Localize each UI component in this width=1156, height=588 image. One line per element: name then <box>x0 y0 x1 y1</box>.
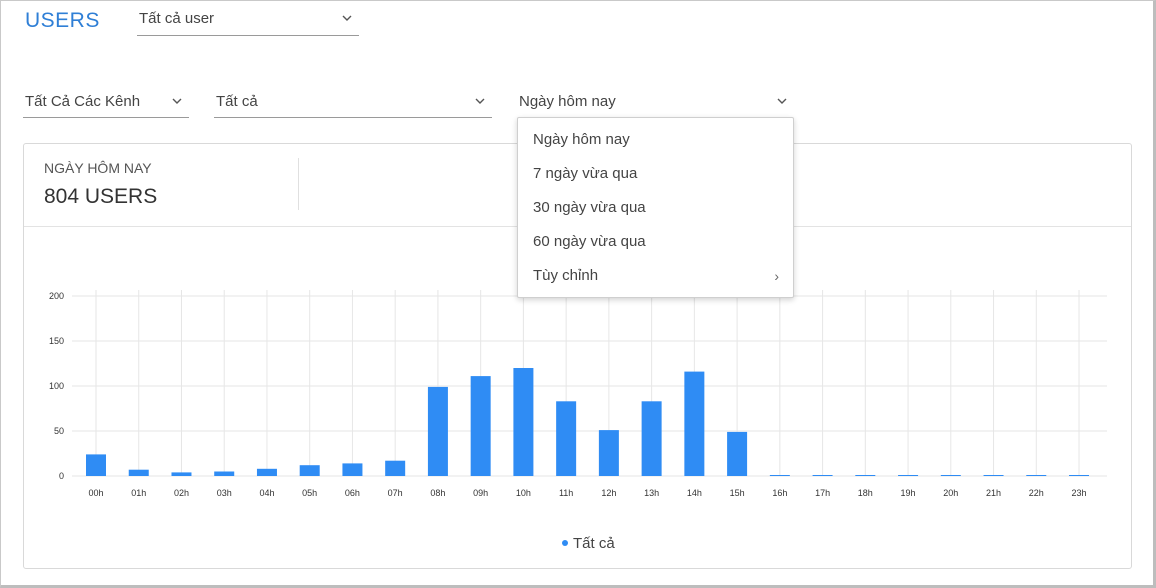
bar <box>256 468 277 476</box>
legend-label: Tất cả <box>573 535 615 552</box>
x-tick-label: 20h <box>943 488 958 498</box>
x-tick-label: 10h <box>516 488 531 498</box>
bar <box>86 454 106 476</box>
bar <box>128 469 149 476</box>
x-tick-label: 16h <box>772 488 787 498</box>
chevron-down-icon <box>341 12 353 24</box>
x-tick-label: 08h <box>430 488 445 498</box>
bar <box>684 371 705 476</box>
chevron-down-icon <box>776 95 788 107</box>
bar <box>513 368 534 476</box>
menu-item-custom[interactable]: Tùy chỉnh › <box>518 259 793 293</box>
bar <box>855 475 876 476</box>
x-tick-label: 00h <box>88 488 103 498</box>
y-tick-label: 150 <box>49 336 64 346</box>
bar <box>342 463 363 476</box>
x-tick-label: 09h <box>473 488 488 498</box>
segment-filter-select[interactable]: Tất cả <box>214 91 492 118</box>
user-filter-select[interactable]: Tất cả user <box>137 8 359 36</box>
x-tick-label: 21h <box>986 488 1001 498</box>
stat-users-count: 804 USERS <box>44 185 158 208</box>
bar <box>727 431 748 476</box>
x-tick-label: 15h <box>730 488 745 498</box>
menu-item-7-days[interactable]: 7 ngày vừa qua <box>518 157 793 191</box>
chart-legend[interactable]: Tất cả <box>562 535 615 552</box>
x-tick-label: 14h <box>687 488 702 498</box>
bar <box>940 475 961 476</box>
bar <box>385 460 406 476</box>
bar <box>983 475 1004 476</box>
x-tick-label: 12h <box>601 488 616 498</box>
x-tick-label: 19h <box>901 488 916 498</box>
menu-item-60-days[interactable]: 60 ngày vừa qua <box>518 225 793 259</box>
x-tick-label: 11h <box>559 488 573 498</box>
x-tick-label: 13h <box>644 488 659 498</box>
bar <box>769 475 790 476</box>
period-dropdown-menu: Ngày hôm nay 7 ngày vừa qua 30 ngày vừa … <box>517 117 794 298</box>
x-tick-label: 01h <box>131 488 146 498</box>
bar <box>556 401 577 476</box>
menu-item-label: 7 ngày vừa qua <box>533 165 638 182</box>
bar <box>812 475 833 476</box>
y-tick-label: 0 <box>59 471 64 481</box>
x-tick-label: 02h <box>174 488 189 498</box>
chevron-right-icon: › <box>774 268 779 284</box>
x-tick-label: 04h <box>259 488 274 498</box>
period-filter-select[interactable]: Ngày hôm nay <box>517 91 794 118</box>
menu-item-label: Tùy chỉnh <box>533 267 599 284</box>
bar <box>641 401 662 476</box>
bar <box>427 386 448 476</box>
bar <box>171 472 192 476</box>
x-tick-label: 18h <box>858 488 873 498</box>
chevron-down-icon <box>474 95 486 107</box>
bar <box>1069 475 1090 476</box>
segment-filter-label: Tất cả <box>216 93 258 110</box>
stat-divider <box>298 158 299 210</box>
channel-filter-label: Tất Cả Các Kênh <box>25 93 141 110</box>
bar <box>898 475 919 476</box>
channel-filter-select[interactable]: Tất Cả Các Kênh <box>23 91 189 118</box>
x-tick-label: 17h <box>815 488 830 498</box>
x-tick-label: 05h <box>302 488 317 498</box>
y-tick-label: 50 <box>54 426 64 436</box>
bar <box>598 430 619 476</box>
x-tick-label: 06h <box>345 488 360 498</box>
y-tick-label: 200 <box>49 291 64 301</box>
bar <box>299 465 320 476</box>
period-filter-label: Ngày hôm nay <box>519 93 616 110</box>
menu-item-30-days[interactable]: 30 ngày vừa qua <box>518 191 793 225</box>
x-tick-label: 03h <box>217 488 232 498</box>
x-tick-label: 23h <box>1072 488 1087 498</box>
bar <box>1026 475 1047 476</box>
menu-item-label: 30 ngày vừa qua <box>533 199 646 216</box>
legend-dot-icon <box>562 540 568 547</box>
chevron-down-icon <box>171 95 183 107</box>
menu-item-today[interactable]: Ngày hôm nay <box>518 123 793 157</box>
x-tick-label: 22h <box>1029 488 1044 498</box>
bar <box>214 471 235 476</box>
users-bar-chart: 0 50 100 150 200 00h 01h 02h 03h 04h 05h 06h 07h 08h 0… <box>49 290 1107 498</box>
page-title: USERS <box>25 9 100 32</box>
menu-item-label: 60 ngày vừa qua <box>533 233 646 250</box>
menu-item-label: Ngày hôm nay <box>533 131 630 148</box>
stat-period-label: NGÀY HÔM NAY <box>44 160 152 176</box>
user-filter-label: Tất cả user <box>139 10 215 27</box>
x-tick-label: 07h <box>388 488 403 498</box>
bar <box>470 376 491 476</box>
y-tick-label: 100 <box>49 381 64 391</box>
